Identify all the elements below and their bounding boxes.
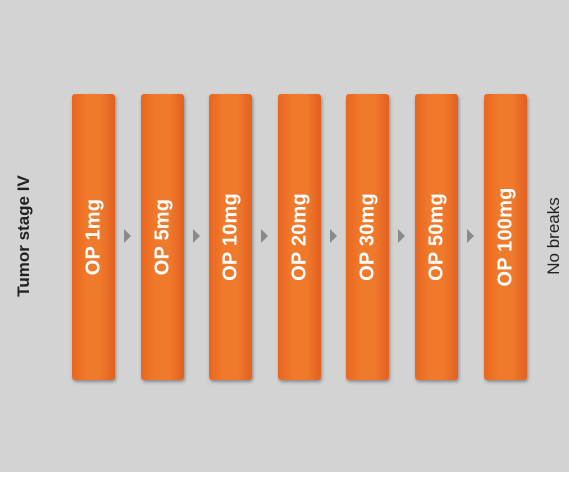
step-label: OP 50mg — [425, 193, 447, 281]
no-breaks-label: No breaks — [544, 197, 563, 275]
step-label: OP 10mg — [219, 193, 241, 281]
arrow-right-icon — [330, 229, 337, 243]
step-op-30mg: OP 30mg — [346, 94, 389, 380]
step-label: OP 5mg — [151, 198, 173, 276]
arrow-right-icon — [193, 229, 200, 243]
step-label: OP 1mg — [82, 198, 104, 276]
step-op-1mg: OP 1mg — [72, 94, 115, 380]
step-label: OP 30mg — [356, 193, 378, 281]
step-op-100mg: OP 100mg — [484, 94, 527, 380]
step-label: OP 100mg — [494, 187, 516, 287]
bottom-margin — [0, 472, 569, 479]
tumor-stage-label: Tumor stage IV — [14, 175, 33, 297]
step-op-10mg: OP 10mg — [209, 94, 252, 380]
arrow-right-icon — [467, 229, 474, 243]
step-label: OP 20mg — [288, 193, 310, 281]
arrow-right-icon — [261, 229, 268, 243]
arrow-right-icon — [398, 229, 405, 243]
step-op-50mg: OP 50mg — [415, 94, 458, 380]
arrow-right-icon — [124, 229, 131, 243]
step-op-5mg: OP 5mg — [141, 94, 184, 380]
step-op-20mg: OP 20mg — [278, 94, 321, 380]
